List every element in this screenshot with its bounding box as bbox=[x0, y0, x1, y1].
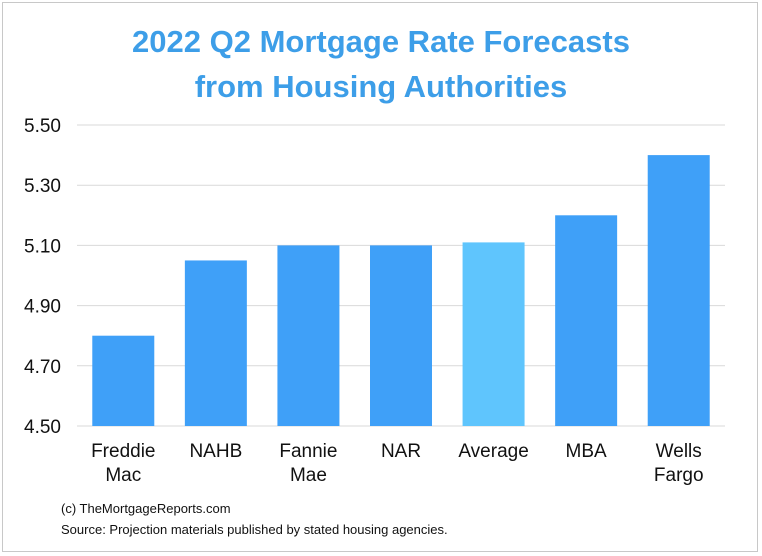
y-tick-label: 5.10 bbox=[24, 236, 61, 257]
y-tick-label: 5.50 bbox=[24, 116, 61, 137]
y-tick-label: 4.70 bbox=[24, 357, 61, 378]
bar bbox=[647, 155, 710, 426]
y-tick-label: 4.90 bbox=[24, 297, 61, 318]
chart-title-line: 2022 Q2 Mortgage Rate Forecasts bbox=[132, 24, 630, 59]
bar bbox=[277, 245, 340, 426]
x-tick-label: Wells Fargo bbox=[654, 441, 704, 486]
bar-chart: 2022 Q2 Mortgage Rate Forecasts from Hous… bbox=[24, 24, 725, 486]
bar bbox=[92, 335, 155, 426]
y-axis: 4.50 4.70 4.90 5.10 5.30 5.50 bbox=[24, 116, 61, 438]
x-tick-label: MBA bbox=[566, 441, 608, 462]
x-tick-label: Freddie Mac bbox=[91, 441, 155, 486]
chart-title-line: from Housing Authorities bbox=[195, 69, 568, 104]
bar bbox=[184, 260, 247, 426]
y-tick-label: 4.50 bbox=[24, 417, 61, 438]
copyright-note: (c) TheMortgageReports.com bbox=[61, 501, 231, 516]
bar bbox=[370, 245, 432, 426]
chart-title: 2022 Q2 Mortgage Rate Forecasts from Hous… bbox=[132, 24, 630, 104]
y-tick-label: 5.30 bbox=[24, 176, 61, 197]
bar bbox=[555, 215, 618, 426]
source-note: Source: Projection materials published b… bbox=[61, 522, 448, 537]
x-tick-label: NAR bbox=[381, 441, 421, 462]
bars bbox=[92, 155, 710, 426]
x-axis: Freddie Mac NAHB Fannie Mae NAR Average MBA Well… bbox=[91, 441, 703, 486]
x-tick-label: Fannie Mae bbox=[279, 441, 337, 486]
bar bbox=[462, 242, 525, 426]
x-tick-label: NAHB bbox=[189, 441, 242, 462]
x-tick-label: Average bbox=[458, 441, 528, 462]
